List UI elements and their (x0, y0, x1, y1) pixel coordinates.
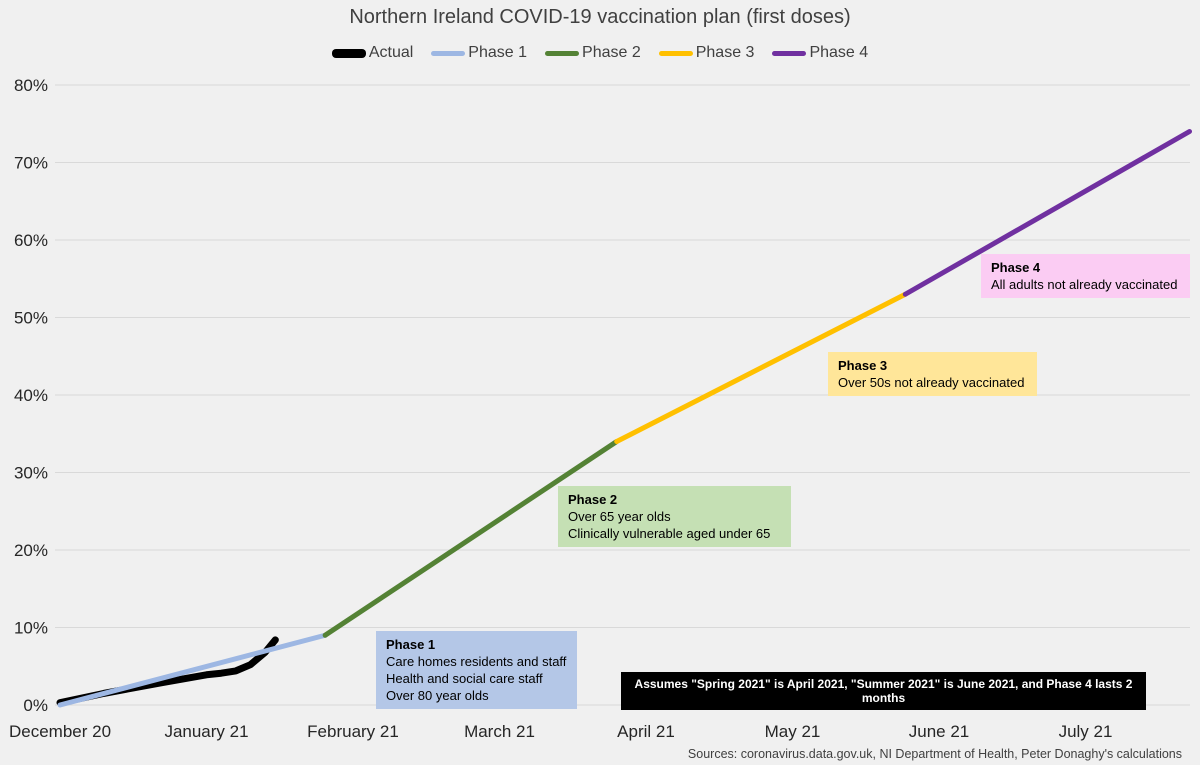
legend-label-phase-4: Phase 4 (809, 44, 869, 61)
phase2-annotation-line: Clinically vulnerable aged under 65 (568, 526, 771, 541)
sources-note: Sources: coronavirus.data.gov.uk, NI Dep… (687, 747, 1182, 761)
phase1-annotation: Phase 1 Care homes residents and staff H… (376, 631, 577, 709)
phase2-annotation-line: Over 65 year olds (568, 509, 671, 524)
y-tick-label: 60% (14, 231, 48, 250)
y-tick-label: 50% (14, 309, 48, 328)
y-tick-label: 0% (23, 696, 48, 715)
legend-swatch-phase-2 (545, 50, 580, 56)
x-tick-label: February 21 (307, 722, 399, 741)
x-tick-label: January 21 (164, 722, 248, 741)
phase2-annotation: Phase 2 Over 65 year olds Clinically vul… (558, 486, 791, 547)
phase4-annotation: Phase 4 All adults not already vaccinate… (981, 254, 1190, 298)
x-tick-label: December 20 (9, 722, 111, 741)
series-line-actual (56, 636, 279, 707)
legend-label-phase-1: Phase 1 (468, 44, 528, 61)
legend-label-phase-3: Phase 3 (695, 44, 755, 61)
phase1-annotation-line: Over 80 year olds (386, 688, 489, 703)
legend-swatch-phase-4 (772, 50, 807, 56)
legend-item-phase-4: Phase 4 (772, 44, 868, 62)
y-tick-label: 10% (14, 619, 48, 638)
chart-legend: Actual Phase 1 Phase 2 Phase 3 Phase 4 (0, 44, 1200, 62)
series-line-phase-1 (57, 632, 328, 708)
phase2-annotation-title: Phase 2 (568, 492, 618, 507)
series-line-phase-4 (902, 129, 1193, 297)
phase1-annotation-line: Health and social care staff (386, 671, 543, 686)
series-line-phase-2 (322, 439, 620, 638)
phase3-annotation: Phase 3 Over 50s not already vaccinated (828, 352, 1037, 396)
x-tick-label: July 21 (1059, 722, 1113, 741)
y-tick-label: 80% (14, 76, 48, 95)
legend-swatch-phase-1 (431, 50, 466, 56)
x-tick-label: April 21 (617, 722, 675, 741)
phase1-annotation-title: Phase 1 (386, 637, 436, 652)
phase3-annotation-title: Phase 3 (838, 358, 888, 373)
chart-title: Northern Ireland COVID-19 vaccination pl… (349, 6, 851, 28)
legend-label-actual: Actual (368, 44, 414, 61)
series-line-phase-3 (614, 291, 908, 444)
x-tick-label: May 21 (765, 722, 821, 741)
legend-item-phase-2: Phase 2 (545, 44, 641, 62)
x-tick-label: June 21 (909, 722, 970, 741)
phase3-annotation-line: Over 50s not already vaccinated (838, 375, 1025, 390)
legend-item-actual: Actual (331, 44, 414, 62)
x-tick-label: March 21 (464, 722, 535, 741)
y-tick-label: 20% (14, 541, 48, 560)
legend-swatch-phase-3 (658, 50, 693, 56)
assumptions-note: Assumes "Spring 2021" is April 2021, "Su… (621, 672, 1146, 710)
y-tick-label: 70% (14, 154, 48, 173)
phase4-annotation-title: Phase 4 (991, 260, 1041, 275)
legend-label-phase-2: Phase 2 (582, 44, 641, 61)
phase1-annotation-line: Care homes residents and staff (386, 654, 567, 669)
y-tick-label: 30% (14, 464, 48, 483)
legend-item-phase-1: Phase 1 (431, 44, 527, 62)
legend-swatch-actual (331, 48, 366, 58)
phase4-annotation-line: All adults not already vaccinated (991, 277, 1178, 292)
legend-item-phase-3: Phase 3 (658, 44, 755, 62)
y-tick-label: 40% (14, 386, 48, 405)
